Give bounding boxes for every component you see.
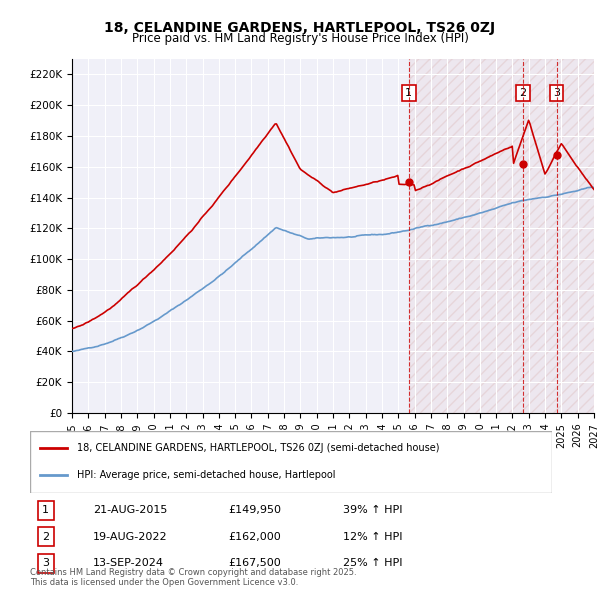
Text: 2: 2 xyxy=(42,532,49,542)
Text: £162,000: £162,000 xyxy=(229,532,281,542)
Text: 2: 2 xyxy=(520,88,526,98)
Text: 39% ↑ HPI: 39% ↑ HPI xyxy=(343,506,403,516)
Text: 21-AUG-2015: 21-AUG-2015 xyxy=(92,506,167,516)
Text: 1: 1 xyxy=(405,88,412,98)
Text: HPI: Average price, semi-detached house, Hartlepool: HPI: Average price, semi-detached house,… xyxy=(77,470,335,480)
Text: 1: 1 xyxy=(42,506,49,516)
Text: 25% ↑ HPI: 25% ↑ HPI xyxy=(343,558,403,568)
Bar xyxy=(409,59,594,413)
Text: £149,950: £149,950 xyxy=(229,506,281,516)
Text: 13-SEP-2024: 13-SEP-2024 xyxy=(92,558,164,568)
Text: £167,500: £167,500 xyxy=(229,558,281,568)
Text: 12% ↑ HPI: 12% ↑ HPI xyxy=(343,532,403,542)
Text: 18, CELANDINE GARDENS, HARTLEPOOL, TS26 0ZJ (semi-detached house): 18, CELANDINE GARDENS, HARTLEPOOL, TS26 … xyxy=(77,443,439,453)
Text: 3: 3 xyxy=(553,88,560,98)
FancyBboxPatch shape xyxy=(30,431,552,493)
Bar xyxy=(409,59,594,413)
Text: 18, CELANDINE GARDENS, HARTLEPOOL, TS26 0ZJ: 18, CELANDINE GARDENS, HARTLEPOOL, TS26 … xyxy=(104,21,496,35)
Text: Contains HM Land Registry data © Crown copyright and database right 2025.
This d: Contains HM Land Registry data © Crown c… xyxy=(30,568,356,587)
Text: 3: 3 xyxy=(42,558,49,568)
Text: Price paid vs. HM Land Registry's House Price Index (HPI): Price paid vs. HM Land Registry's House … xyxy=(131,32,469,45)
Text: 19-AUG-2022: 19-AUG-2022 xyxy=(92,532,167,542)
